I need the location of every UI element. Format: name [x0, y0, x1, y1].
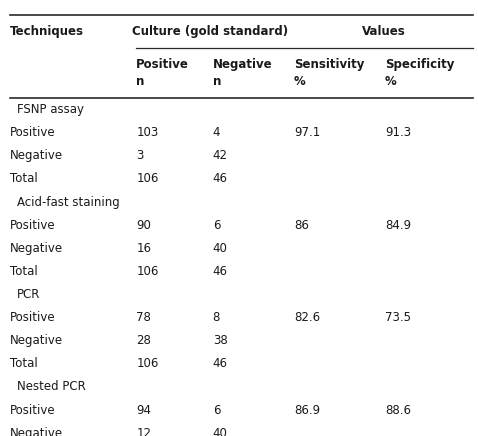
Text: 97.1: 97.1 — [294, 126, 320, 139]
Text: Culture (gold standard): Culture (gold standard) — [132, 25, 288, 38]
Text: 42: 42 — [213, 150, 228, 162]
Text: Positive: Positive — [10, 126, 55, 139]
Text: 86.9: 86.9 — [294, 404, 320, 416]
Text: 86: 86 — [294, 219, 309, 232]
Text: 40: 40 — [213, 427, 228, 436]
Text: 4: 4 — [213, 126, 220, 139]
Text: Positive: Positive — [10, 311, 55, 324]
Text: 90: 90 — [136, 219, 151, 232]
Text: Nested PCR: Nested PCR — [17, 381, 86, 393]
Text: Total: Total — [10, 173, 37, 185]
Text: PCR: PCR — [17, 288, 40, 301]
Text: 46: 46 — [213, 173, 228, 185]
Text: 40: 40 — [213, 242, 228, 255]
Text: Negative: Negative — [10, 150, 63, 162]
Text: Negative: Negative — [10, 427, 63, 436]
Text: 84.9: 84.9 — [385, 219, 411, 232]
Text: Negative
n: Negative n — [213, 58, 272, 88]
Text: 28: 28 — [136, 334, 151, 347]
Text: 106: 106 — [136, 358, 159, 370]
Text: Sensitivity
%: Sensitivity % — [294, 58, 364, 88]
Text: Techniques: Techniques — [10, 25, 84, 38]
Text: 103: 103 — [136, 126, 159, 139]
Text: Positive: Positive — [10, 404, 55, 416]
Text: 12: 12 — [136, 427, 151, 436]
Text: 88.6: 88.6 — [385, 404, 411, 416]
Text: 82.6: 82.6 — [294, 311, 320, 324]
Text: Specificity
%: Specificity % — [385, 58, 454, 88]
Text: 16: 16 — [136, 242, 151, 255]
Text: Total: Total — [10, 358, 37, 370]
Text: Acid-fast staining: Acid-fast staining — [17, 196, 120, 208]
Text: 78: 78 — [136, 311, 151, 324]
Text: Negative: Negative — [10, 334, 63, 347]
Text: 8: 8 — [213, 311, 220, 324]
Text: 38: 38 — [213, 334, 228, 347]
Text: Negative: Negative — [10, 242, 63, 255]
Text: 106: 106 — [136, 265, 159, 278]
Text: FSNP assay: FSNP assay — [17, 103, 84, 116]
Text: Values: Values — [362, 25, 405, 38]
Text: 6: 6 — [213, 404, 220, 416]
Text: 6: 6 — [213, 219, 220, 232]
Text: 73.5: 73.5 — [385, 311, 411, 324]
Text: Positive: Positive — [10, 219, 55, 232]
Text: 94: 94 — [136, 404, 151, 416]
Text: Total: Total — [10, 265, 37, 278]
Text: Positive
n: Positive n — [136, 58, 189, 88]
Text: 106: 106 — [136, 173, 159, 185]
Text: 91.3: 91.3 — [385, 126, 411, 139]
Text: 3: 3 — [136, 150, 143, 162]
Text: 46: 46 — [213, 265, 228, 278]
Text: 46: 46 — [213, 358, 228, 370]
